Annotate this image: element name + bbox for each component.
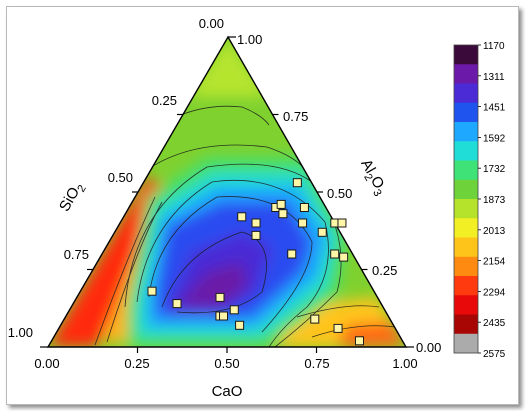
data-point-2 — [237, 212, 247, 222]
colorbar-tick-label-4: 1732 — [483, 164, 506, 175]
colorbar — [453, 44, 481, 354]
colorbar-tick-labels: 1170 1311 1451 1592 1732 1873 2013 2154 … — [483, 41, 506, 360]
left-axis-label-sub: 2 — [75, 183, 88, 194]
data-point-22 — [310, 314, 320, 324]
data-point-17 — [317, 227, 327, 237]
bottom-tick-label-2: 0.50 — [214, 356, 239, 371]
colorbar-tick-label-6: 2013 — [483, 226, 506, 237]
data-point-12 — [235, 320, 245, 330]
contour-field — [48, 37, 406, 347]
data-point-21 — [339, 252, 349, 262]
ternary-plot: 0.00 0.25 0.50 0.75 1.00 CaO 1.00 0.75 0… — [8, 16, 506, 400]
colorbar-tick-label-9: 2435 — [483, 318, 506, 329]
right-tick-label-0: 0.00 — [416, 340, 441, 355]
right-tick-label-3: 0.75 — [283, 109, 308, 124]
colorbar-band-14 — [454, 314, 478, 335]
data-point-4 — [251, 230, 261, 240]
colorbar-band-11 — [454, 256, 478, 277]
colorbar-tick-label-7: 2154 — [483, 257, 506, 268]
data-point-19 — [337, 218, 347, 228]
data-point-15 — [278, 209, 288, 219]
bottom-axis-tick-labels: 0.00 0.25 0.50 0.75 1.00 — [34, 356, 417, 371]
chart-frame: 0.00 0.25 0.50 0.75 1.00 CaO 1.00 0.75 0… — [6, 6, 519, 405]
left-tick-label-0: 1.00 — [8, 325, 33, 340]
colorbar-tick-label-5: 1873 — [483, 195, 506, 206]
colorbar-band-7 — [454, 179, 478, 200]
colorbar-tick-label-10: 2575 — [483, 349, 506, 360]
bottom-axis-label: CaO — [212, 383, 243, 400]
colorbar-band-1 — [454, 64, 478, 84]
colorbar-tick-label-1: 1311 — [483, 72, 505, 83]
colorbar-band-5 — [454, 141, 478, 161]
data-points — [147, 178, 364, 346]
colorbar-band-8 — [454, 199, 478, 219]
bottom-tick-label-4: 1.00 — [392, 356, 417, 371]
data-point-11 — [229, 305, 239, 315]
colorbar-band-10 — [454, 237, 478, 258]
colorbar-band-15 — [454, 333, 478, 354]
data-point-0 — [147, 286, 157, 296]
colorbar-tick-label-0: 1170 — [483, 41, 505, 52]
colorbar-band-13 — [454, 295, 478, 315]
bottom-tick-label-0: 0.00 — [34, 356, 59, 371]
data-point-23 — [333, 323, 343, 333]
bottom-tick-label-1: 0.25 — [124, 356, 149, 371]
data-point-20 — [330, 249, 340, 259]
left-axis-label: SiO2 — [56, 179, 89, 216]
colorbar-band-2 — [454, 83, 478, 104]
data-point-8 — [215, 292, 225, 302]
axis-ticks — [40, 36, 414, 353]
colorbar-band-4 — [454, 122, 478, 142]
right-tick-label-4: 1.00 — [237, 32, 262, 47]
colorbar-band-9 — [454, 218, 478, 238]
data-point-14 — [287, 249, 297, 259]
right-tick-label-1: 0.25 — [372, 263, 397, 278]
data-point-10 — [219, 311, 229, 321]
right-axis-tick-labels: 0.00 0.25 0.50 0.75 1.00 — [237, 32, 441, 355]
data-point-13 — [298, 218, 308, 228]
bottom-tick-label-3: 0.75 — [304, 356, 329, 371]
left-tick-label-2: 0.50 — [108, 170, 133, 185]
colorbar-tick-label-8: 2294 — [483, 287, 506, 298]
data-point-6 — [276, 199, 286, 209]
colorbar-band-0 — [454, 45, 478, 65]
data-point-3 — [251, 218, 261, 228]
right-axis-label: Al2O3 — [355, 156, 391, 198]
colorbar-tick-label-3: 1592 — [483, 133, 506, 144]
colorbar-band-6 — [454, 160, 478, 181]
colorbar-band-12 — [454, 276, 478, 296]
right-tick-label-2: 0.50 — [327, 186, 352, 201]
data-point-16 — [299, 203, 309, 212]
colorbar-tick-label-2: 1451 — [483, 103, 506, 114]
colorbar-band-3 — [454, 102, 478, 123]
left-tick-label-3: 0.25 — [152, 93, 177, 108]
left-tick-label-4: 0.00 — [199, 16, 224, 31]
right-axis-label-part-4: 3 — [370, 187, 383, 198]
data-point-24 — [354, 336, 364, 346]
left-axis-tick-labels: 1.00 0.75 0.50 0.25 0.00 — [8, 16, 224, 340]
data-point-7 — [292, 178, 302, 188]
left-tick-label-1: 0.75 — [64, 247, 89, 262]
right-axis-label-part-2: 2 — [361, 172, 374, 183]
data-point-1 — [172, 299, 182, 309]
